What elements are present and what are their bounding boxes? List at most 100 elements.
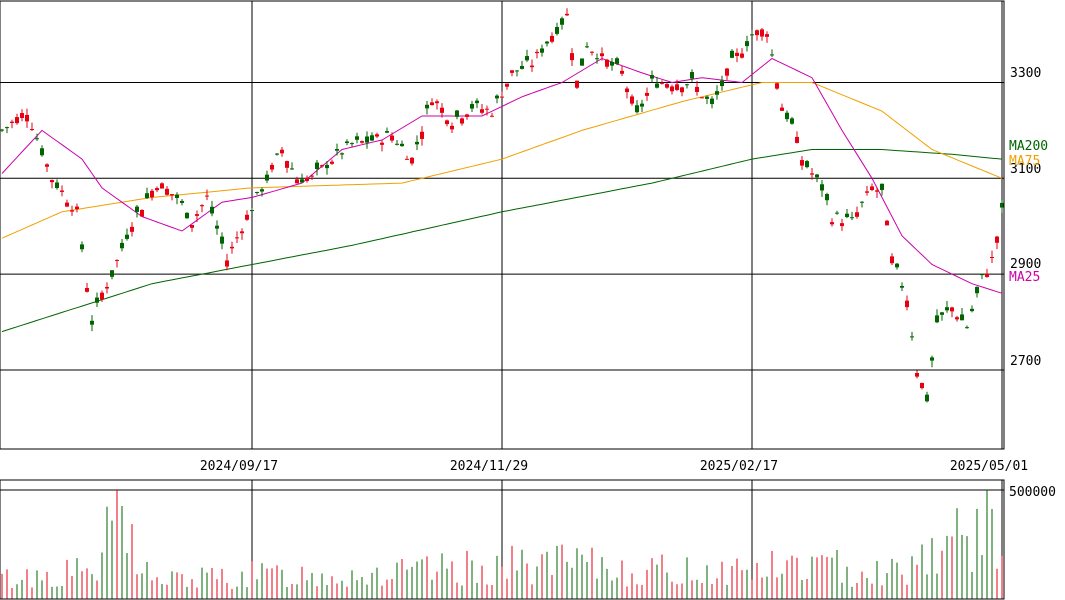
candle-body [685,84,689,86]
candle-body [905,300,909,308]
candle-body [740,53,744,58]
candle-body [800,160,804,166]
candle-body [535,51,539,54]
candle-body [95,297,99,303]
candle-body [170,194,174,196]
candle-body [900,285,904,288]
candle-body [835,212,839,214]
candle-body [425,104,429,109]
candle-body [555,26,559,34]
candle-body [450,125,454,130]
candle-body [270,164,274,170]
candle-body [765,34,769,37]
candle-body [90,320,94,325]
candle-body [440,107,444,113]
candle-body [215,225,219,229]
candle-body [965,327,969,329]
candle-body [85,288,89,292]
y-tick-label: 3300 [1010,66,1041,81]
candle-body [540,48,544,53]
candle-body [775,83,779,89]
candle-body [165,188,169,195]
candle-body [375,134,379,137]
candle-body [200,205,204,207]
candle-body [690,72,694,79]
candle-body [160,183,164,189]
x-tick-label: 2024/09/17 [200,459,278,474]
candle-body [970,308,974,312]
candle-body [490,115,494,117]
candle-body [990,257,994,259]
candle-body [700,97,704,99]
volume-bars [1,490,1003,599]
candle-body [240,231,244,234]
volume-grid [0,480,1004,599]
candle-body [770,54,774,56]
candle-body [570,53,574,61]
candle-body [520,66,524,69]
candle-body [610,61,614,66]
price-y-ticks: 3300 3100 2900 2700 [1010,66,1041,369]
candle-body [185,212,189,219]
candle-body [780,107,784,111]
candle-body [930,357,934,361]
candle-body [370,135,374,141]
candle-body [665,84,669,88]
candle-body [485,108,489,110]
candle-body [940,312,944,315]
ma200-line-group [1,149,1003,333]
candle-body [670,86,674,92]
candle-body [30,128,34,130]
candle-body [70,210,74,212]
candle-body [325,164,329,169]
candle-body [290,168,294,170]
candle-body [955,317,959,320]
candle-body [920,382,924,389]
candle-body [645,92,649,96]
candle-body [80,244,84,250]
candle-body [285,161,289,168]
candle-body [845,213,849,218]
candle-body [40,148,44,156]
candle-body [885,220,889,226]
candle-body [380,142,384,145]
candle-body [300,179,304,183]
candle-body [265,174,269,181]
candle-body [805,161,809,168]
y-tick-label: 2700 [1010,354,1041,369]
candle-body [155,188,159,191]
candle-body [745,41,749,47]
candle-body [50,179,54,183]
candle-body [405,158,409,160]
candle-body [340,153,344,155]
candle-body [335,148,339,151]
candle-body [945,307,949,311]
candle-body [545,41,549,44]
y-tick-label: 2900 [1010,257,1041,272]
candle-body [250,210,254,212]
candle-body [980,273,984,276]
candle-body [120,242,124,249]
candle-body [455,110,459,117]
candle-body [150,190,154,198]
candle-body [295,179,299,184]
candle-body [255,191,259,193]
candle-body [975,286,979,294]
candle-body [260,189,264,192]
candle-body [1000,202,1004,208]
candle-body [190,225,194,228]
volume-panel-frame [0,479,1005,600]
candle-body [35,138,39,140]
candle-body [960,314,964,321]
candle-body [225,260,229,267]
candles [0,8,1004,403]
candle-body [145,193,149,198]
candle-body [660,82,664,84]
candle-body [525,56,529,61]
candle-body [860,201,864,203]
ma25-line-group [1,57,1003,294]
candle-body [140,209,144,217]
candle-body [15,117,19,124]
candle-body [510,70,514,73]
